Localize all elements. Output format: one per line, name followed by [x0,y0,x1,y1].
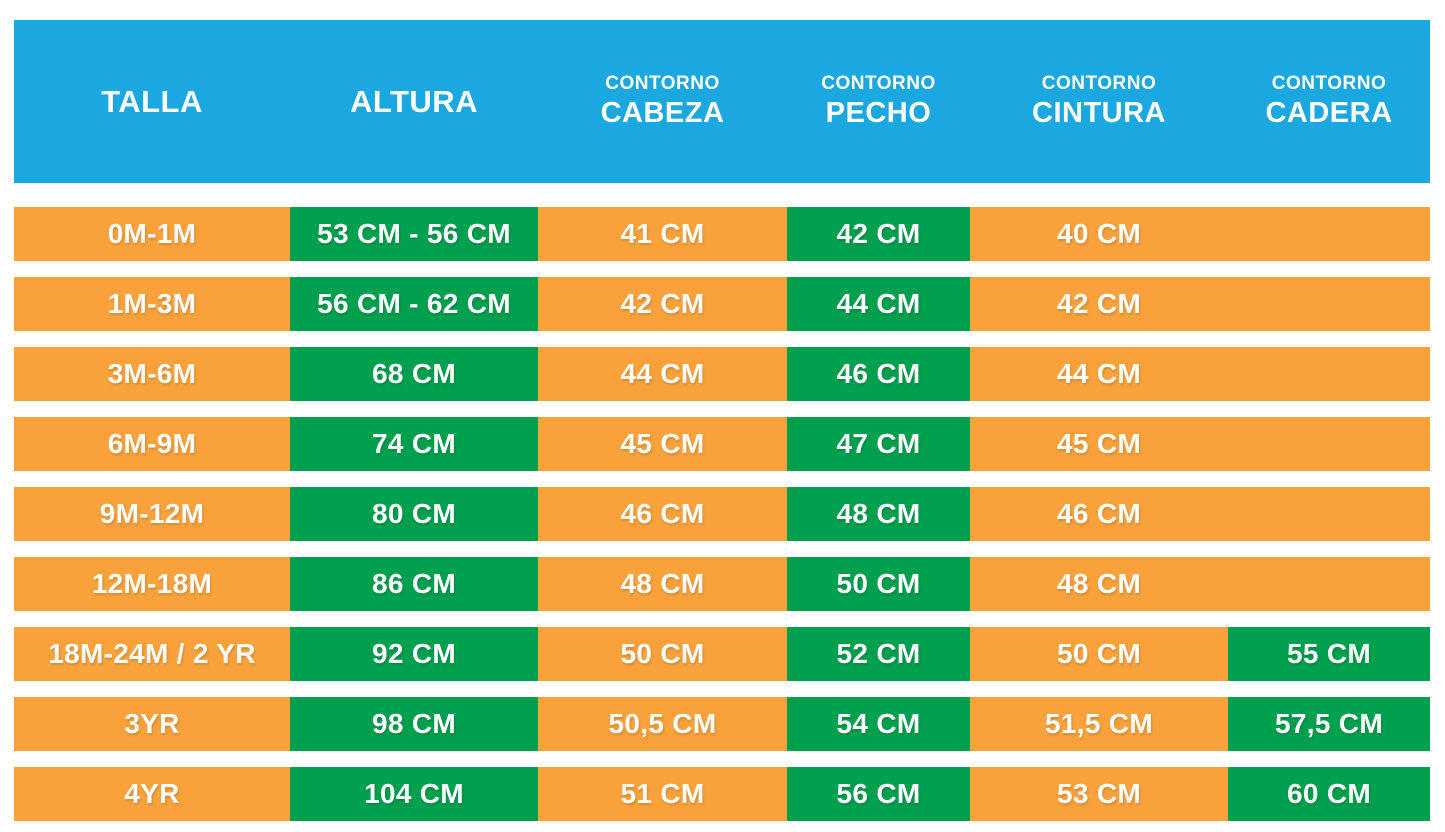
table-body: 0M-1M 53 CM - 56 CM 41 CM 42 CM 40 CM 1M-3M 56… [14,207,1430,821]
size-chart: TALLA ALTURA CONTORNO CABEZA CONTORNO PECHO CO… [14,20,1430,821]
header-cell-label: ALTURA [349,83,479,119]
header-cell-label: PECHO [825,96,932,129]
table-cell: 41 CM [538,207,787,261]
table-cell: 44 CM [787,277,970,331]
table-row: 0M-1M 53 CM - 56 CM 41 CM 42 CM 40 CM [14,207,1430,261]
header-cell-subtitle: CONTORNO [1041,72,1157,94]
table-cell: 3YR [14,697,290,751]
table-cell: 45 CM [538,417,787,471]
table-row: 12M-18M 86 CM 48 CM 50 CM 48 CM [14,557,1430,611]
table-cell: 55 CM [1228,627,1430,681]
table-cell: 42 CM [787,207,970,261]
table-cell: 44 CM [970,347,1228,401]
table-cell: 53 CM [970,767,1228,821]
table-row: 3M-6M 68 CM 44 CM 46 CM 44 CM [14,347,1430,401]
table-cell: 48 CM [970,557,1228,611]
table-cell: 48 CM [538,557,787,611]
table-cell: 42 CM [970,277,1228,331]
header-cell-subtitle: CONTORNO [1271,72,1387,94]
table-cell: 48 CM [787,487,970,541]
table-cell: 40 CM [970,207,1228,261]
table-cell: 12M-18M [14,557,290,611]
table-cell: 68 CM [290,347,538,401]
table-cell: 45 CM [970,417,1228,471]
table-row: 3YR 98 CM 50,5 CM 54 CM 51,5 CM 57,5 CM [14,697,1430,751]
table-cell [1228,347,1430,401]
header-cell: ALTURA [290,20,538,183]
header-cell-label: CADERA [1265,96,1393,129]
table-cell: 86 CM [290,557,538,611]
table-cell: 98 CM [290,697,538,751]
header-cell: CONTORNO CINTURA [970,20,1228,183]
table-cell: 50 CM [970,627,1228,681]
table-row: 9M-12M 80 CM 46 CM 48 CM 46 CM [14,487,1430,541]
table-cell: 46 CM [970,487,1228,541]
table-cell: 3M-6M [14,347,290,401]
table-cell: 47 CM [787,417,970,471]
table-cell [1228,207,1430,261]
table-cell [1228,417,1430,471]
table-cell: 92 CM [290,627,538,681]
table-cell: 46 CM [538,487,787,541]
table-cell: 53 CM - 56 CM [290,207,538,261]
table-cell: 51,5 CM [970,697,1228,751]
header-cell-label: CINTURA [1032,96,1166,129]
table-cell: 74 CM [290,417,538,471]
table-cell [1228,277,1430,331]
table-cell: 57,5 CM [1228,697,1430,751]
table-cell: 1M-3M [14,277,290,331]
table-row: 6M-9M 74 CM 45 CM 47 CM 45 CM [14,417,1430,471]
header-cell: CONTORNO CABEZA [538,20,787,183]
header-cell: CONTORNO PECHO [787,20,970,183]
header-cell-subtitle: CONTORNO [821,72,936,94]
header-cell: TALLA [14,20,290,183]
table-cell: 60 CM [1228,767,1430,821]
header-cell: CONTORNO CADERA [1228,20,1430,183]
table-header: TALLA ALTURA CONTORNO CABEZA CONTORNO PECHO CO… [14,20,1430,183]
table-cell: 50 CM [787,557,970,611]
table-cell [1228,557,1430,611]
table-cell: 6M-9M [14,417,290,471]
header-cell-label: TALLA [101,83,203,119]
table-cell: 0M-1M [14,207,290,261]
table-row: 1M-3M 56 CM - 62 CM 42 CM 44 CM 42 CM [14,277,1430,331]
table-cell: 51 CM [538,767,787,821]
table-cell: 4YR [14,767,290,821]
table-cell: 54 CM [787,697,970,751]
table-cell: 52 CM [787,627,970,681]
header-cell-subtitle: CONTORNO [605,72,720,94]
table-cell: 44 CM [538,347,787,401]
table-row: 18M-24M / 2 YR 92 CM 50 CM 52 CM 50 CM 55 CM [14,627,1430,681]
table-cell: 50,5 CM [538,697,787,751]
table-cell: 46 CM [787,347,970,401]
table-cell: 42 CM [538,277,787,331]
table-cell: 104 CM [290,767,538,821]
table-cell: 56 CM [787,767,970,821]
header-cell-label: CABEZA [600,96,725,129]
table-cell: 56 CM - 62 CM [290,277,538,331]
table-cell [1228,487,1430,541]
table-cell: 50 CM [538,627,787,681]
table-cell: 80 CM [290,487,538,541]
table-cell: 9M-12M [14,487,290,541]
table-row: 4YR 104 CM 51 CM 56 CM 53 CM 60 CM [14,767,1430,821]
table-cell: 18M-24M / 2 YR [14,627,290,681]
